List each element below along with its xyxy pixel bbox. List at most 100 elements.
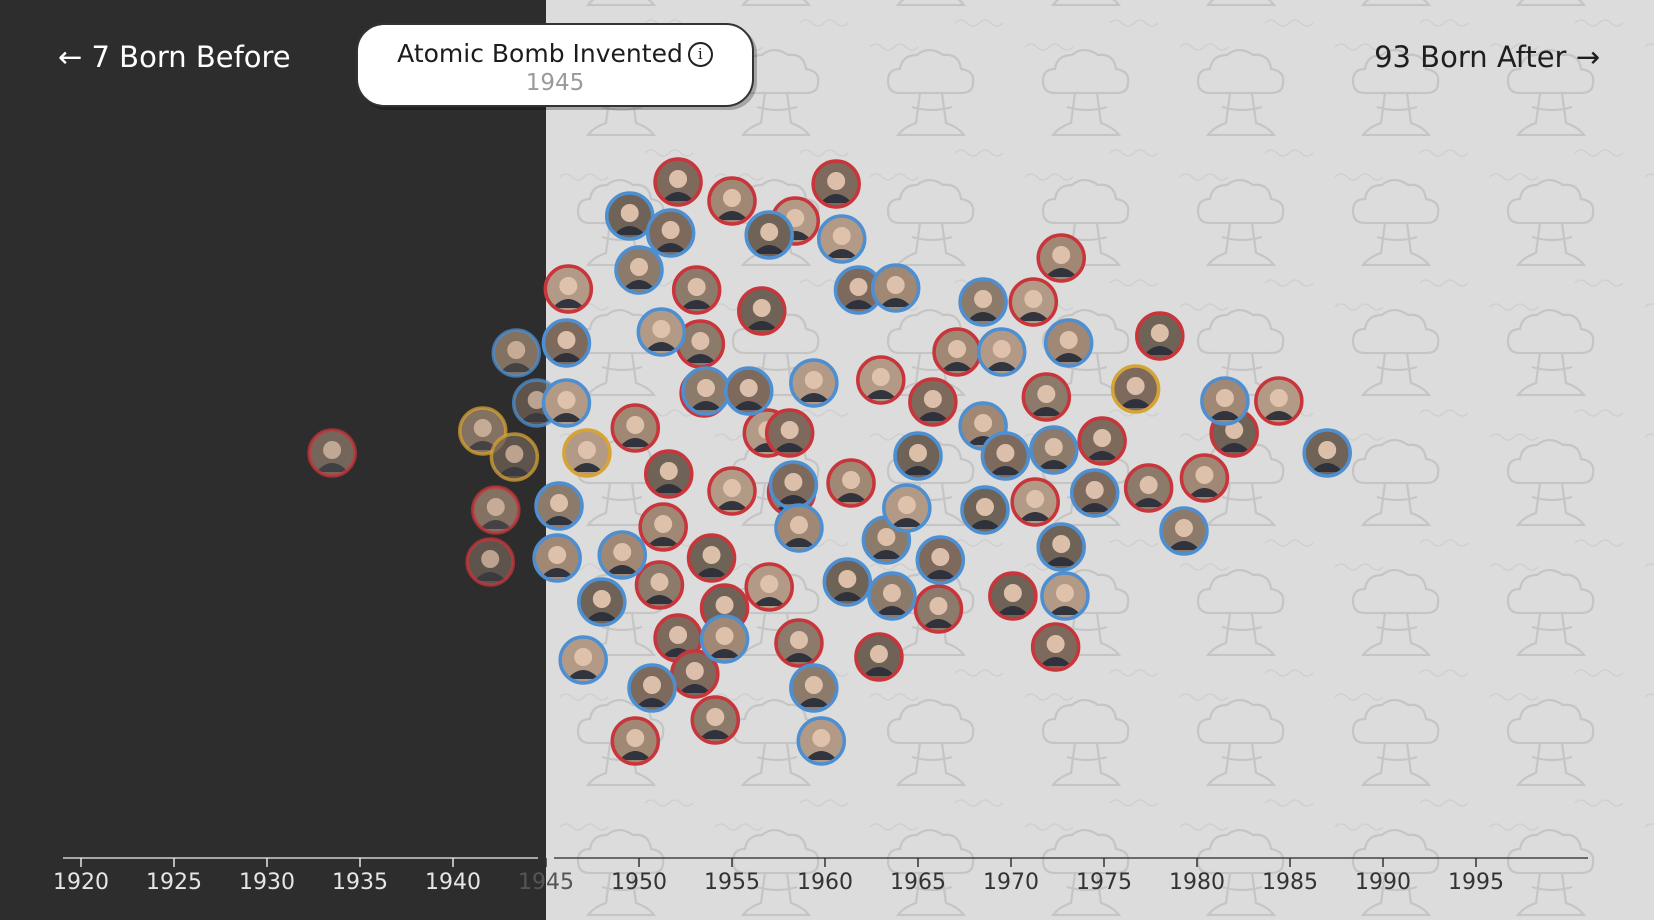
x-tick-label: 1920 <box>53 870 109 895</box>
x-tick-label: 1950 <box>611 870 667 895</box>
senator-marker[interactable] <box>645 208 696 258</box>
senator-marker[interactable] <box>1043 318 1094 368</box>
x-tick-label: 1965 <box>890 870 946 895</box>
senator-marker[interactable] <box>744 210 794 260</box>
senator-marker[interactable] <box>307 428 357 478</box>
x-tick-label: 1940 <box>425 870 481 895</box>
senator-marker[interactable] <box>882 483 932 533</box>
event-title: Atomic Bomb Invented <box>397 39 683 68</box>
senator-marker[interactable] <box>958 277 1008 327</box>
senator-marker[interactable] <box>1040 571 1090 621</box>
senator-marker[interactable] <box>653 157 703 207</box>
senator-marker[interactable] <box>614 245 664 295</box>
senator-marker[interactable] <box>976 327 1027 377</box>
senator-marker[interactable] <box>604 191 655 241</box>
senator-marker[interactable] <box>915 535 966 585</box>
senator-marker[interactable] <box>671 265 722 315</box>
senator-marker[interactable] <box>867 571 917 621</box>
senator-marker[interactable] <box>1008 277 1059 327</box>
info-icon[interactable]: i <box>687 42 713 67</box>
senator-marker[interactable] <box>686 533 737 583</box>
senator-marker[interactable] <box>707 176 757 226</box>
senator-marker[interactable] <box>908 377 958 427</box>
senator-marker[interactable] <box>1029 425 1079 475</box>
senator-marker[interactable] <box>822 557 873 607</box>
senator-marker[interactable] <box>541 318 592 368</box>
senator-marker[interactable] <box>913 584 964 634</box>
senator-marker[interactable] <box>1135 311 1185 361</box>
senator-marker[interactable] <box>1179 453 1230 503</box>
senator-marker[interactable] <box>960 485 1010 535</box>
senator-marker[interactable] <box>737 286 787 336</box>
senator-marker[interactable] <box>707 466 757 516</box>
senator-marker[interactable] <box>465 537 515 587</box>
senator-marker[interactable] <box>627 663 677 713</box>
senator-marker[interactable] <box>644 449 694 499</box>
senator-marker[interactable] <box>723 366 774 416</box>
x-tick-label: 1955 <box>704 870 760 895</box>
senator-marker[interactable] <box>471 485 521 535</box>
before-region <box>0 0 546 920</box>
senator-marker[interactable] <box>1123 463 1174 513</box>
senator-marker[interactable] <box>1010 477 1060 527</box>
senator-marker[interactable] <box>856 355 906 405</box>
senator-marker[interactable] <box>870 263 921 313</box>
senator-marker[interactable] <box>1069 468 1120 518</box>
senator-marker[interactable] <box>458 406 508 456</box>
senator-marker[interactable] <box>558 635 608 685</box>
senator-marker[interactable] <box>764 408 815 458</box>
senator-marker[interactable] <box>610 403 661 453</box>
senator-marker[interactable] <box>532 533 582 583</box>
senator-marker[interactable] <box>534 481 584 531</box>
senator-marker[interactable] <box>1200 376 1250 426</box>
x-tick-label: 1995 <box>1448 870 1504 895</box>
born-after-label[interactable]: 93 Born After → <box>1374 40 1600 74</box>
senator-marker[interactable] <box>893 431 943 481</box>
senator-marker[interactable] <box>1036 233 1086 283</box>
senator-marker[interactable] <box>597 530 648 580</box>
senator-marker[interactable] <box>826 458 876 508</box>
senator-marker[interactable] <box>774 503 824 553</box>
senator-marker[interactable] <box>774 618 824 668</box>
senator-marker[interactable] <box>1159 506 1209 556</box>
senator-marker[interactable] <box>833 265 884 315</box>
senator-marker[interactable] <box>1110 364 1161 414</box>
senator-markers <box>307 157 1352 766</box>
senator-marker[interactable] <box>491 328 541 378</box>
senator-marker[interactable] <box>638 502 688 552</box>
x-tick-label: 1925 <box>146 870 202 895</box>
senator-marker[interactable] <box>796 716 847 766</box>
x-tick-label: 1935 <box>332 870 388 895</box>
senator-marker[interactable] <box>744 562 794 612</box>
senator-marker[interactable] <box>690 695 741 745</box>
senator-marker[interactable] <box>1036 522 1086 572</box>
senator-marker[interactable] <box>932 327 982 377</box>
senator-marker[interactable] <box>634 560 685 610</box>
x-tick-label: 1960 <box>797 870 853 895</box>
senator-marker[interactable] <box>1030 622 1081 672</box>
senator-marker[interactable] <box>1077 416 1127 466</box>
senator-marker[interactable] <box>1254 376 1304 426</box>
senator-marker[interactable] <box>577 577 627 627</box>
senator-marker[interactable] <box>789 358 839 408</box>
senator-marker[interactable] <box>610 716 661 766</box>
senator-marker[interactable] <box>699 614 750 664</box>
senator-marker[interactable] <box>768 460 819 510</box>
senator-marker[interactable] <box>681 366 731 416</box>
senator-marker[interactable] <box>854 632 904 682</box>
senator-marker[interactable] <box>636 307 687 357</box>
x-tick-label: 1975 <box>1076 870 1132 895</box>
senator-marker[interactable] <box>489 432 540 482</box>
senator-marker[interactable] <box>543 264 594 314</box>
senator-marker[interactable] <box>541 378 592 428</box>
senator-marker[interactable] <box>811 159 861 209</box>
senator-marker[interactable] <box>980 431 1031 481</box>
senator-marker[interactable] <box>1302 428 1352 478</box>
senator-marker[interactable] <box>562 428 612 478</box>
senator-marker[interactable] <box>789 663 839 713</box>
senator-marker[interactable] <box>1021 372 1072 422</box>
senator-marker[interactable] <box>816 214 867 264</box>
born-before-label[interactable]: ← 7 Born Before <box>58 40 291 74</box>
senator-marker[interactable] <box>988 571 1038 621</box>
